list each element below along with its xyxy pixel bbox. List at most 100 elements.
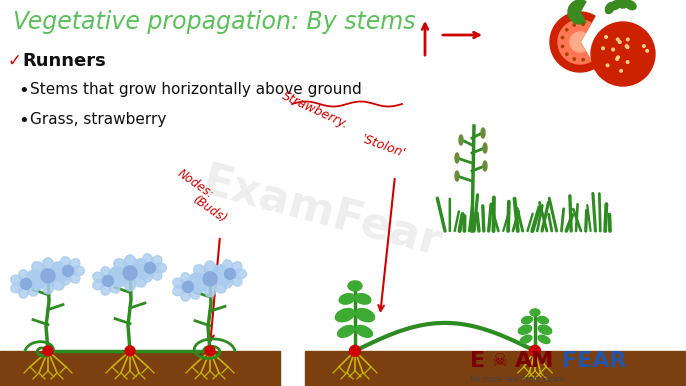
Text: Grass, strawberry: Grass, strawberry xyxy=(30,112,167,127)
Ellipse shape xyxy=(114,259,128,273)
Circle shape xyxy=(43,346,53,356)
Ellipse shape xyxy=(19,270,29,283)
Circle shape xyxy=(530,346,540,356)
Ellipse shape xyxy=(459,135,463,145)
Circle shape xyxy=(561,45,564,47)
Ellipse shape xyxy=(230,262,242,274)
Circle shape xyxy=(224,268,235,279)
Circle shape xyxy=(626,38,629,41)
Circle shape xyxy=(349,345,361,356)
Ellipse shape xyxy=(29,279,43,289)
Ellipse shape xyxy=(19,285,29,298)
Ellipse shape xyxy=(539,325,552,334)
Ellipse shape xyxy=(69,271,80,283)
Ellipse shape xyxy=(27,284,38,296)
Ellipse shape xyxy=(212,279,226,293)
Ellipse shape xyxy=(50,262,64,276)
Text: Runners: Runners xyxy=(22,52,106,70)
Circle shape xyxy=(565,53,568,56)
Text: ✓: ✓ xyxy=(8,52,22,70)
Circle shape xyxy=(125,346,135,356)
Ellipse shape xyxy=(151,268,162,280)
Ellipse shape xyxy=(143,269,153,282)
Ellipse shape xyxy=(189,275,200,287)
Text: 'Stolon': 'Stolon' xyxy=(360,133,407,161)
Text: FEAR: FEAR xyxy=(562,351,626,371)
Ellipse shape xyxy=(521,317,532,324)
Ellipse shape xyxy=(134,266,147,277)
Circle shape xyxy=(626,46,629,49)
Ellipse shape xyxy=(132,273,146,287)
Ellipse shape xyxy=(151,256,162,267)
Ellipse shape xyxy=(93,272,105,283)
Ellipse shape xyxy=(483,161,487,171)
Circle shape xyxy=(205,346,215,356)
Ellipse shape xyxy=(27,270,43,282)
Ellipse shape xyxy=(191,282,204,292)
Wedge shape xyxy=(568,0,586,24)
Ellipse shape xyxy=(173,278,185,289)
Ellipse shape xyxy=(193,279,208,293)
Ellipse shape xyxy=(180,273,191,286)
Text: Stems that grow horizontally above ground: Stems that grow horizontally above groun… xyxy=(30,82,362,97)
Ellipse shape xyxy=(32,276,46,290)
Ellipse shape xyxy=(355,294,371,304)
Ellipse shape xyxy=(215,273,231,285)
Ellipse shape xyxy=(610,0,621,10)
Ellipse shape xyxy=(50,276,64,290)
Text: Strawberry.: Strawberry. xyxy=(280,89,351,131)
Ellipse shape xyxy=(132,259,146,273)
Ellipse shape xyxy=(69,259,80,271)
Text: •: • xyxy=(18,82,29,100)
Ellipse shape xyxy=(11,275,23,286)
Circle shape xyxy=(626,45,628,47)
Circle shape xyxy=(573,24,576,26)
Ellipse shape xyxy=(215,265,227,276)
Wedge shape xyxy=(558,20,591,64)
Text: Nodes:: Nodes: xyxy=(175,167,216,201)
Ellipse shape xyxy=(180,288,191,301)
Circle shape xyxy=(617,56,619,59)
Circle shape xyxy=(561,36,564,39)
Circle shape xyxy=(203,272,217,286)
Ellipse shape xyxy=(173,285,185,296)
Ellipse shape xyxy=(11,282,23,293)
Circle shape xyxy=(182,281,193,293)
Ellipse shape xyxy=(134,259,147,270)
Circle shape xyxy=(530,345,541,356)
Ellipse shape xyxy=(538,335,550,344)
Circle shape xyxy=(626,61,629,63)
Ellipse shape xyxy=(215,272,227,283)
Circle shape xyxy=(612,48,615,51)
Circle shape xyxy=(102,275,113,286)
Circle shape xyxy=(619,41,621,43)
Ellipse shape xyxy=(71,266,84,276)
Ellipse shape xyxy=(483,143,487,153)
Circle shape xyxy=(646,49,648,52)
Ellipse shape xyxy=(348,281,362,291)
Ellipse shape xyxy=(60,257,71,269)
Ellipse shape xyxy=(481,128,485,138)
Circle shape xyxy=(62,266,73,276)
Circle shape xyxy=(582,59,584,61)
Ellipse shape xyxy=(27,272,38,284)
Ellipse shape xyxy=(606,2,615,14)
Ellipse shape xyxy=(189,287,200,299)
Text: No more fear from Exam: No more fear from Exam xyxy=(470,374,565,384)
Ellipse shape xyxy=(355,308,375,322)
Ellipse shape xyxy=(193,265,208,279)
Ellipse shape xyxy=(223,260,233,273)
Circle shape xyxy=(591,22,655,86)
Ellipse shape xyxy=(109,267,125,279)
Circle shape xyxy=(350,346,360,356)
Ellipse shape xyxy=(455,153,459,163)
Text: E: E xyxy=(470,351,485,371)
Ellipse shape xyxy=(114,273,128,287)
Ellipse shape xyxy=(212,265,226,279)
Circle shape xyxy=(565,29,568,31)
Ellipse shape xyxy=(230,274,242,286)
Ellipse shape xyxy=(154,263,167,273)
Ellipse shape xyxy=(455,171,459,181)
Ellipse shape xyxy=(617,0,629,8)
Circle shape xyxy=(643,45,645,47)
